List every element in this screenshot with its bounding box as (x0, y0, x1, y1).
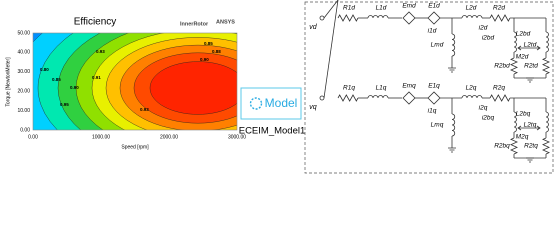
inductor (451, 33, 456, 57)
resistor (489, 14, 511, 22)
page: Efficiency InnerRotor ANSYS Torque [Newt… (5, 0, 554, 174)
model-name: ECEIM_Model1 (239, 126, 306, 137)
circuit-label: L1q (376, 85, 387, 92)
contour-label: 0.91 (92, 75, 101, 80)
y-tick-label: 40.00 (17, 50, 30, 56)
y-tick-label: 10.00 (17, 108, 30, 114)
contour-label: 0.93 (96, 49, 105, 54)
circuit-label: i2q (479, 105, 488, 112)
circuit-label: R2bq (494, 143, 510, 150)
mutual-arrow (517, 45, 541, 51)
contour-label: 0.80 (40, 67, 49, 72)
circuit-frame (304, 1, 554, 174)
ground (526, 77, 534, 83)
efficiency-map (33, 33, 237, 130)
circuit-label: Lmq (431, 122, 444, 129)
plot-title: Efficiency (74, 17, 117, 28)
plot-subtitle: InnerRotor (180, 21, 209, 27)
circuit-label: vq (309, 104, 317, 111)
model-label: Model (265, 96, 298, 110)
ground (448, 147, 456, 153)
resistor (542, 57, 550, 75)
inductor (461, 95, 483, 99)
circuit-label: Emq (402, 83, 416, 90)
inductor (461, 15, 483, 19)
contour-label: 0.85 (204, 41, 213, 46)
circuit-label: i1d (428, 28, 437, 35)
x-tick-label: 0.00 (28, 134, 38, 140)
x-tick-label: 3000.00 (228, 134, 246, 140)
circuit-label: L2q (466, 85, 477, 92)
circuit-label: Lmd (431, 42, 444, 49)
brand: ANSYS (216, 19, 235, 25)
circuit-label: L2d (466, 5, 477, 12)
wire (323, 0, 339, 19)
circuit-label: L2tq (524, 122, 537, 129)
y-label: Torque [NewtonMeter] (5, 57, 11, 107)
circuit-label: L2bd (516, 31, 531, 38)
circuit-label: R1q (343, 85, 355, 92)
band (149, 61, 237, 115)
circuit-label: R2d (493, 5, 505, 12)
circuit-label: R2bd (494, 63, 510, 70)
contour-label: 0.85 (52, 77, 61, 82)
contour-label: 0.90 (70, 85, 79, 90)
contour-label: 0.95 (60, 102, 69, 107)
circuit-label: i1q (428, 108, 437, 115)
x-tick-label: 1000.00 (92, 134, 110, 140)
contour-label: 0.93 (140, 107, 149, 112)
inductor (367, 95, 389, 99)
circuit-label: L1d (376, 5, 387, 12)
circuit-label: E1d (428, 3, 440, 10)
ground (448, 67, 456, 73)
circuit-label: R2tq (524, 143, 538, 150)
inductor (545, 31, 549, 53)
circuit-label: L2bq (516, 111, 531, 118)
resistor (542, 137, 550, 155)
model-block[interactable] (240, 87, 302, 120)
circuit-label: R2q (493, 85, 505, 92)
y-tick-label: 20.00 (17, 89, 30, 95)
y-tick-label: 30.00 (17, 69, 30, 75)
circuit-label: i2bd (482, 35, 495, 42)
y-tick-label: 0.00 (20, 127, 30, 133)
circuit-label: E1q (428, 83, 440, 90)
resistor (510, 57, 518, 75)
inductor (367, 15, 389, 19)
resistor (337, 94, 359, 102)
x-tick-label: 2000.00 (160, 134, 178, 140)
circuit-label: M2q (516, 134, 529, 141)
contour-label: 0.88 (212, 49, 221, 54)
mutual-arrow (517, 125, 541, 131)
resistor (489, 94, 511, 102)
circuit-label: i2d (479, 25, 488, 32)
resistor (510, 137, 518, 155)
circuit-label: vd (309, 24, 318, 31)
x-label: Speed [rpm] (121, 144, 149, 150)
circuit-label: L2td (524, 42, 537, 49)
circuit-label: i2bq (482, 115, 495, 122)
circuit-label: Emd (402, 3, 416, 10)
circuit-label: R1d (343, 5, 355, 12)
circuit-label: R2td (524, 63, 538, 70)
model-icon (249, 97, 263, 110)
resistor (337, 14, 359, 22)
inductor (513, 31, 517, 53)
ground (526, 157, 534, 163)
inductor (451, 113, 456, 137)
plot-frame (32, 32, 238, 131)
y-tick-label: 50.00 (17, 30, 30, 36)
inductor (513, 111, 517, 133)
circuit-label: M2d (516, 54, 529, 61)
contour-label: 0.90 (200, 57, 209, 62)
wire (323, 0, 339, 99)
inductor (545, 111, 549, 133)
